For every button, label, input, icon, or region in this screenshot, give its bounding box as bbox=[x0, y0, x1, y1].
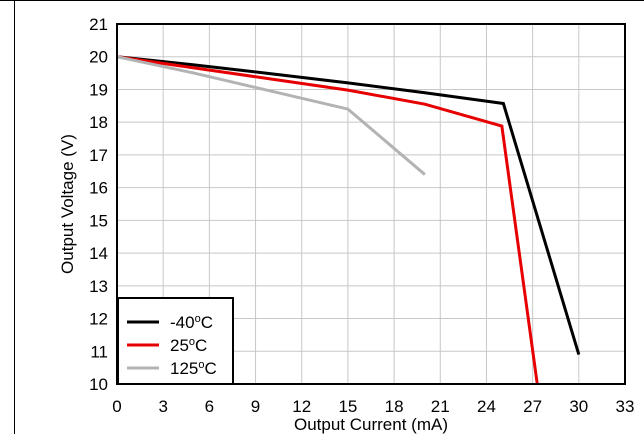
x-tick-labels: 0 3 6 9 12 15 18 21 24 27 30 33 bbox=[112, 397, 634, 416]
y-tick-label: 12 bbox=[89, 310, 108, 329]
x-tick-label: 30 bbox=[569, 397, 588, 416]
x-tick-label: 15 bbox=[338, 397, 357, 416]
y-tick-label: 21 bbox=[89, 15, 108, 34]
legend-label: 25oC bbox=[170, 336, 207, 355]
x-tick-label: 9 bbox=[251, 397, 260, 416]
y-tick-label: 20 bbox=[89, 48, 108, 67]
y-tick-labels: 10 11 12 13 14 15 16 17 18 19 20 21 bbox=[89, 15, 108, 394]
x-tick-label: 33 bbox=[616, 397, 635, 416]
y-tick-label: 18 bbox=[89, 113, 108, 132]
x-axis-title: Output Current (mA) bbox=[294, 415, 448, 434]
y-tick-label: 11 bbox=[90, 342, 108, 361]
series-line bbox=[116, 55, 426, 176]
frame-left-border bbox=[14, 0, 15, 434]
legend-label: -40oC bbox=[170, 313, 213, 332]
y-tick-label: 17 bbox=[89, 146, 108, 165]
x-tick-label: 3 bbox=[158, 397, 167, 416]
x-tick-label: 27 bbox=[523, 397, 542, 416]
legend-box bbox=[117, 297, 234, 385]
y-tick-label: 16 bbox=[89, 179, 108, 198]
x-tick-label: 0 bbox=[112, 397, 121, 416]
y-tick-label: 15 bbox=[89, 211, 108, 230]
plot-border bbox=[116, 23, 626, 385]
y-tick-label: 14 bbox=[89, 244, 108, 263]
y-tick-label: 19 bbox=[89, 80, 108, 99]
series-layer bbox=[116, 55, 581, 385]
x-tick-label: 6 bbox=[205, 397, 214, 416]
x-tick-label: 12 bbox=[292, 397, 311, 416]
y-tick-label: 13 bbox=[89, 277, 108, 296]
x-tick-label: 18 bbox=[385, 397, 404, 416]
frame-top-border bbox=[0, 0, 644, 1]
series-line bbox=[116, 55, 539, 385]
y-axis-title: Output Voltage (V) bbox=[58, 134, 77, 274]
y-tick-label: 10 bbox=[89, 375, 108, 394]
x-tick-label: 21 bbox=[431, 397, 450, 416]
legend: -40oC 25oC 125oC bbox=[117, 297, 234, 385]
x-tick-label: 24 bbox=[477, 397, 496, 416]
legend-label: 125oC bbox=[170, 359, 217, 378]
grid bbox=[117, 24, 625, 384]
series-line bbox=[116, 55, 581, 355]
